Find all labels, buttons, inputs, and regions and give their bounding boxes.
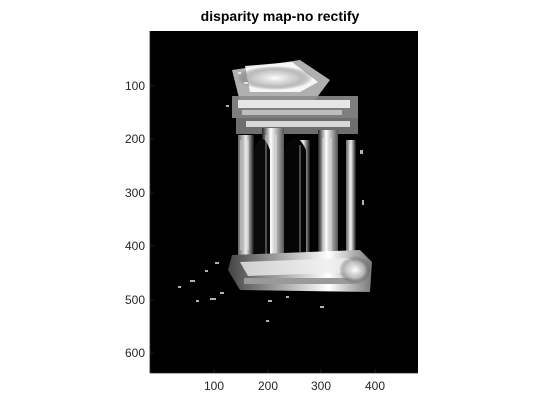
x-tick-label: 400 [365,379,385,393]
x-tick-label: 200 [258,379,278,393]
x-tick-label: 300 [311,379,331,393]
y-tick-label: 500 [125,293,145,307]
y-tick-label: 600 [125,346,145,360]
temple-disparity-shape [178,60,372,322]
y-tick-label: 400 [125,239,145,253]
y-tick-label: 300 [125,186,145,200]
plot-title: disparity map-no rectify [200,8,360,24]
y-tick-label: 100 [125,79,145,93]
x-axis [213,369,376,373]
axes-frame [149,31,418,374]
y-axis [150,85,154,354]
y-tick-label: 200 [125,132,145,146]
x-tick-label: 100 [204,379,224,393]
